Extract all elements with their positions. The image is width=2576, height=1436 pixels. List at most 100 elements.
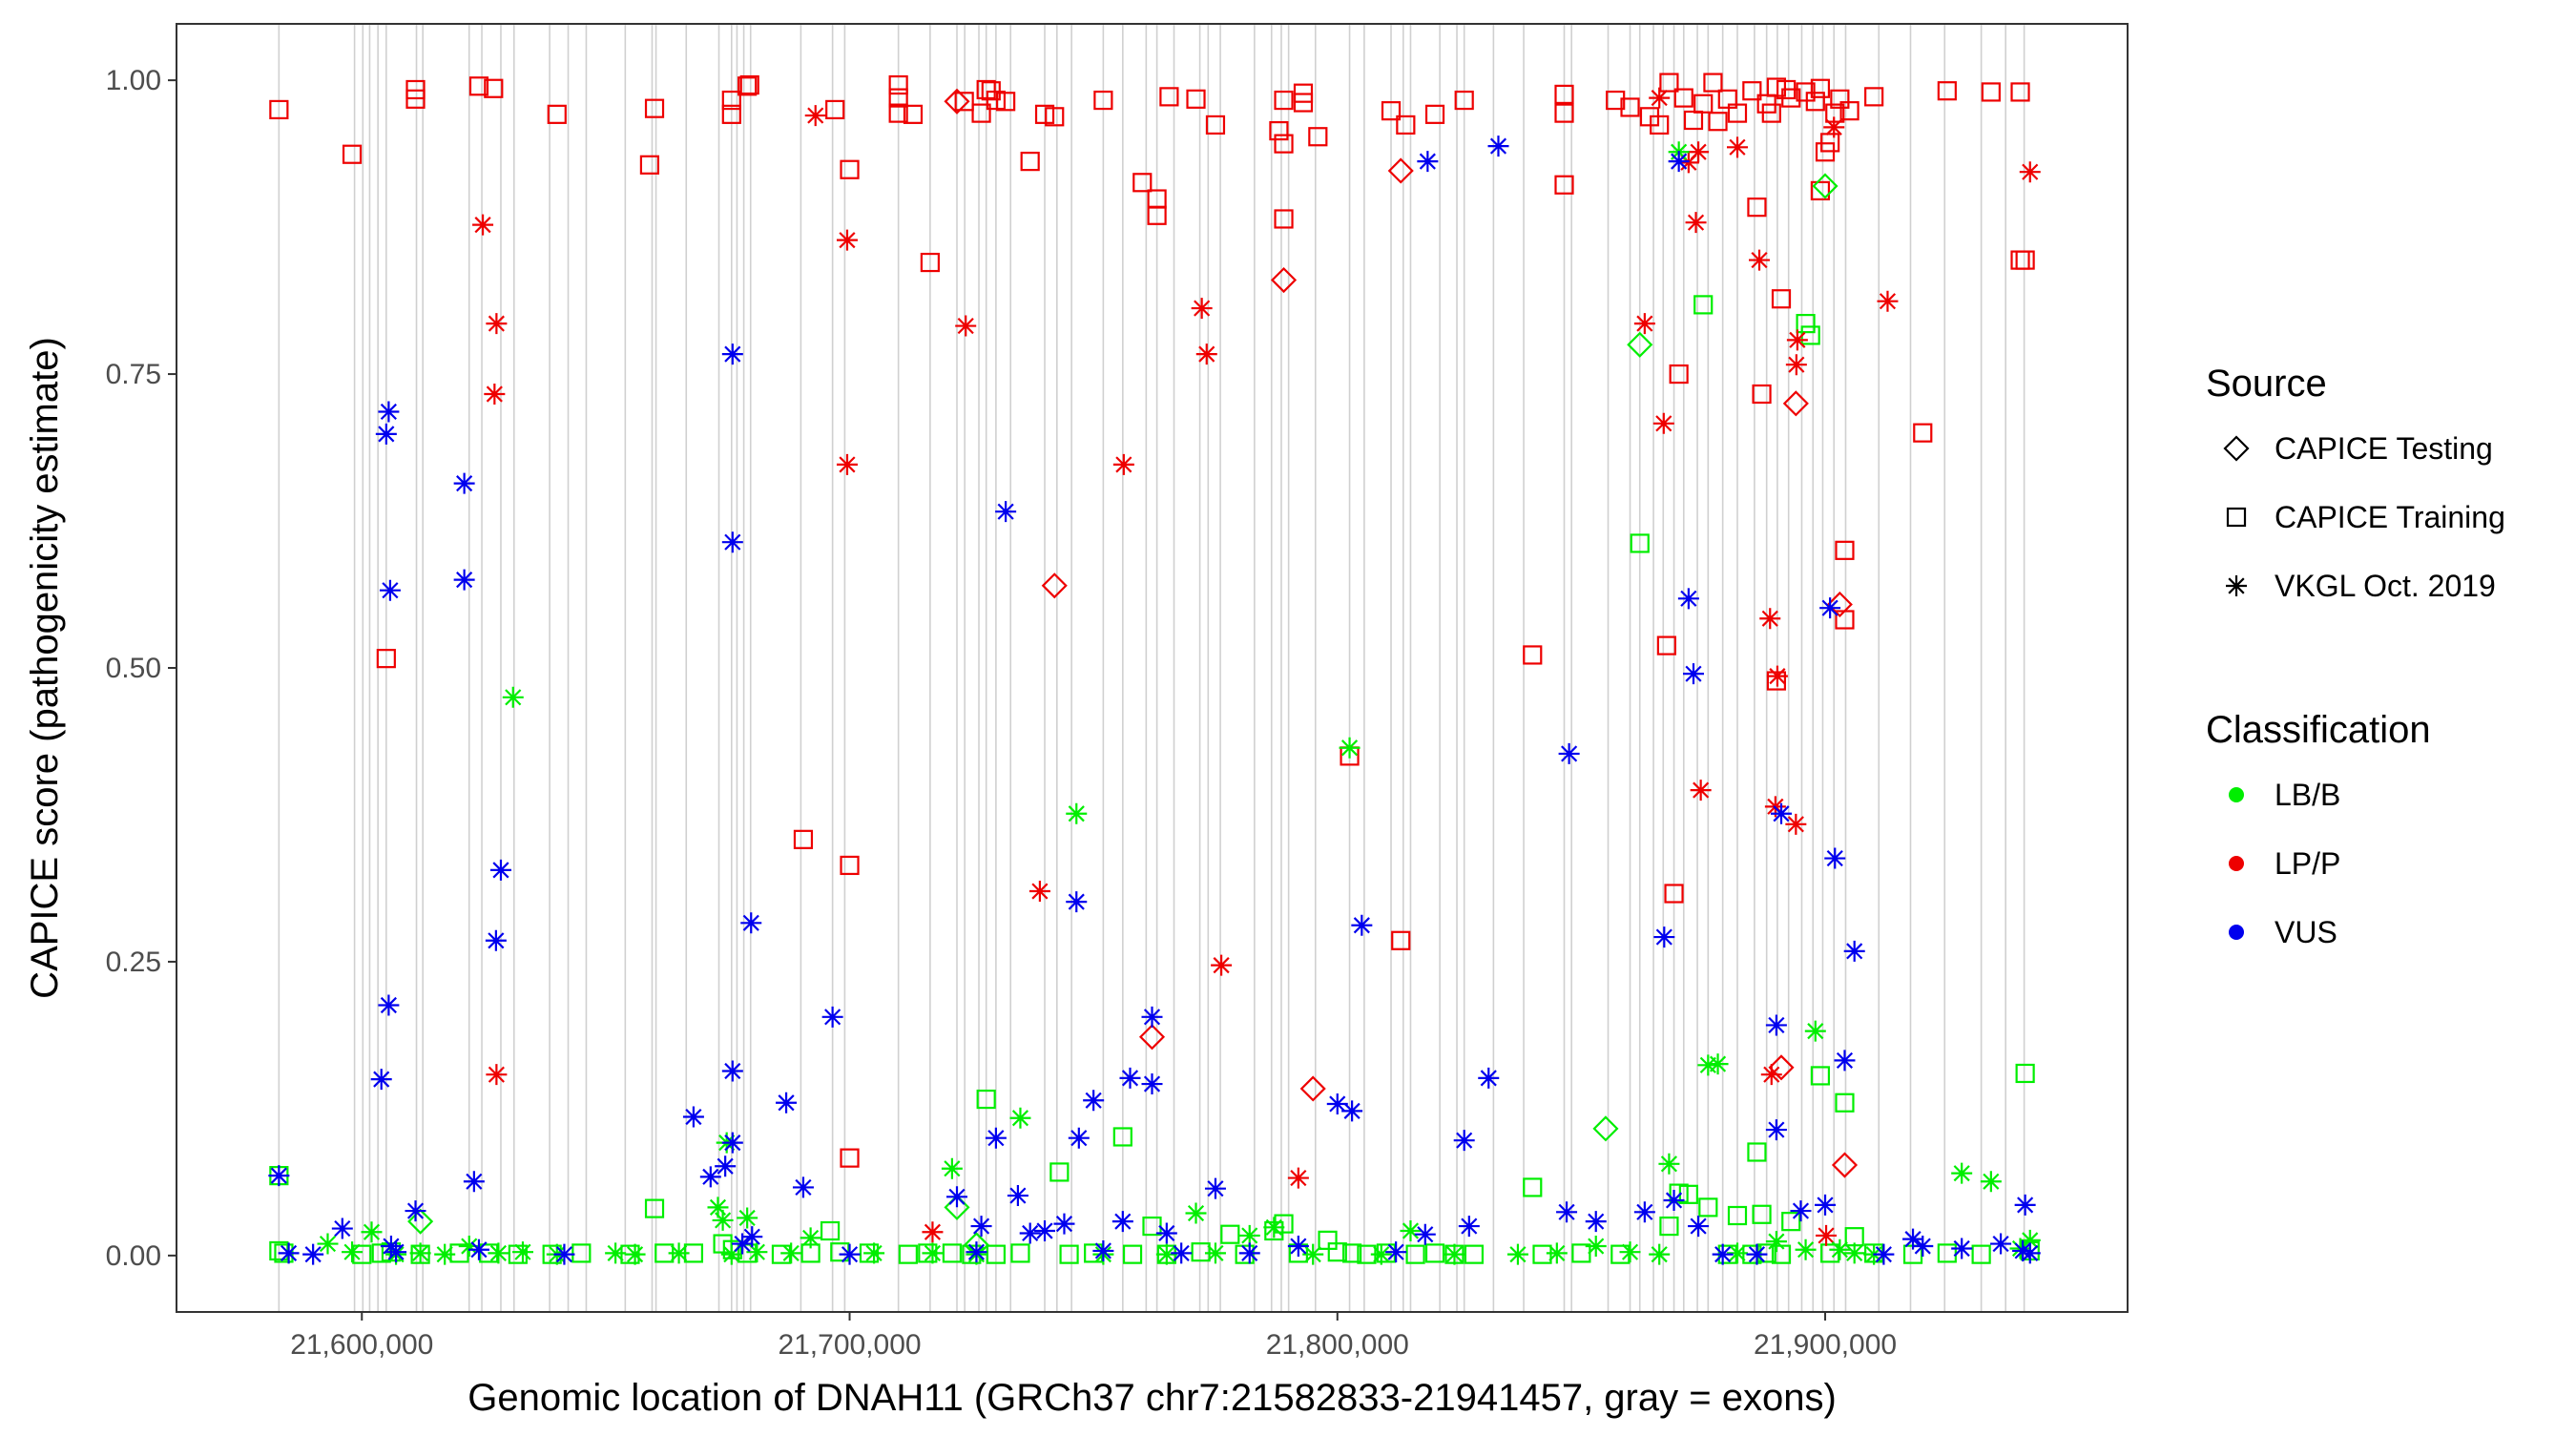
data-point-square	[1424, 1243, 1445, 1263]
data-point-square	[1771, 289, 1792, 309]
data-point-square	[1659, 1216, 1679, 1237]
data-point-asterisk	[2019, 1242, 2041, 1264]
data-point-square	[1664, 884, 1684, 904]
data-point-square	[1766, 77, 1787, 97]
data-point-square	[1235, 1244, 1255, 1264]
data-point-asterisk	[1980, 1171, 2002, 1193]
data-point-square	[1913, 423, 1933, 443]
data-point-diamond	[1138, 1024, 1166, 1051]
data-point-asterisk	[1697, 1054, 1719, 1076]
data-point-asterisk	[278, 1242, 300, 1264]
legend-source-title: Source	[2206, 363, 2327, 405]
data-point-square	[737, 76, 758, 96]
data-point-asterisk	[966, 1241, 987, 1263]
data-point-square	[1059, 1244, 1079, 1264]
data-point-asterisk	[1558, 742, 1580, 764]
data-point-asterisk	[484, 384, 506, 406]
data-point-square	[1839, 101, 1859, 121]
data-point-asterisk	[2019, 161, 2041, 183]
data-point-square	[840, 159, 860, 179]
x-tick-label: 21,900,000	[1754, 1329, 1897, 1361]
y-axis-ticks: 0.00 0.25 0.50 0.75 1.00	[106, 65, 177, 1272]
legend-source-label: CAPICE Training	[2275, 500, 2505, 534]
data-point-asterisk	[1804, 1020, 1826, 1042]
data-point-asterisk	[792, 1176, 814, 1198]
data-point-asterisk	[776, 1092, 798, 1113]
data-point-square	[1274, 90, 1294, 111]
data-point-asterisk	[405, 1200, 426, 1222]
data-point-asterisk	[741, 1226, 763, 1248]
data-point-square	[1554, 175, 1574, 195]
data-point-square	[1937, 1243, 1957, 1263]
data-point-asterisk	[1834, 1050, 1856, 1072]
data-point-square	[888, 88, 908, 108]
data-point-square	[1464, 1244, 1485, 1264]
data-point-asterisk	[1677, 588, 1699, 610]
data-point-diamond	[1768, 1054, 1795, 1081]
data-point-square	[1606, 90, 1626, 111]
data-point-asterisk	[1112, 453, 1134, 475]
data-point-asterisk	[1028, 881, 1050, 903]
data-point-square	[1274, 134, 1294, 154]
data-point-asterisk	[1238, 1224, 1260, 1246]
data-point-diamond	[1782, 390, 1809, 417]
data-point-asterisk	[1287, 1167, 1309, 1189]
x-tick-label: 21,700,000	[778, 1329, 921, 1361]
data-point-asterisk	[1211, 954, 1233, 976]
data-point-asterisk	[1649, 1243, 1671, 1265]
data-point-asterisk	[1341, 1100, 1363, 1122]
data-point-square	[721, 104, 741, 124]
data-point-asterisk	[1066, 802, 1088, 824]
data-point-asterisk	[1417, 151, 1439, 173]
data-point-square	[1293, 83, 1314, 103]
data-point-asterisk	[1912, 1236, 1934, 1258]
data-point-asterisk	[370, 1069, 392, 1091]
data-point-square	[1147, 205, 1167, 225]
data-point-square	[1159, 87, 1179, 107]
series-vkgl-vus	[268, 135, 2041, 1265]
data-point-asterisk	[488, 1242, 509, 1264]
data-point-square	[644, 98, 665, 118]
legend-key-diamond	[2223, 435, 2250, 462]
data-point-square	[639, 155, 660, 175]
data-point-asterisk	[1619, 1241, 1641, 1263]
data-point-square	[1523, 645, 1543, 665]
data-point-square	[1703, 73, 1723, 93]
data-point-asterisk	[941, 1157, 963, 1179]
data-point-square	[1454, 90, 1474, 111]
data-point-square	[825, 99, 845, 120]
data-point-asterisk	[342, 1241, 364, 1263]
data-point-diamond	[1831, 1152, 1859, 1178]
data-point-asterisk	[1453, 1130, 1475, 1152]
data-point-asterisk	[946, 1186, 967, 1208]
data-point-asterisk	[1759, 608, 1781, 630]
data-point-asterisk	[1877, 290, 1899, 312]
data-point-asterisk	[1902, 1228, 1924, 1250]
data-point-asterisk	[472, 214, 494, 236]
data-point-asterisk	[715, 1155, 737, 1177]
data-point-asterisk	[1951, 1162, 1973, 1184]
data-point-asterisk	[2012, 1239, 2034, 1261]
data-point-square	[1810, 180, 1831, 201]
data-point-asterisk	[1204, 1177, 1226, 1199]
data-point-asterisk	[1066, 891, 1088, 913]
data-point-asterisk	[1688, 1216, 1710, 1238]
data-point-asterisk	[1007, 1185, 1028, 1207]
data-point-square	[1186, 89, 1206, 109]
data-point-asterisk	[331, 1217, 353, 1239]
data-point-square	[986, 1244, 1007, 1264]
data-point-asterisk	[1370, 1243, 1392, 1265]
data-point-asterisk	[1819, 597, 1841, 619]
data-point-square	[1308, 127, 1328, 147]
data-point-square	[1093, 90, 1113, 111]
data-point-asterisk	[511, 1241, 533, 1263]
y-tick-label: 0.00	[106, 1240, 161, 1272]
data-point-square	[1034, 104, 1055, 124]
data-point-diamond	[1592, 1115, 1619, 1142]
data-point-asterisk	[1690, 780, 1712, 801]
data-point-square	[1318, 1230, 1338, 1250]
data-point-asterisk	[720, 1243, 742, 1265]
data-point-asterisk	[922, 1242, 944, 1264]
data-point-square	[1630, 533, 1650, 553]
data-point-asterisk	[458, 1236, 480, 1258]
